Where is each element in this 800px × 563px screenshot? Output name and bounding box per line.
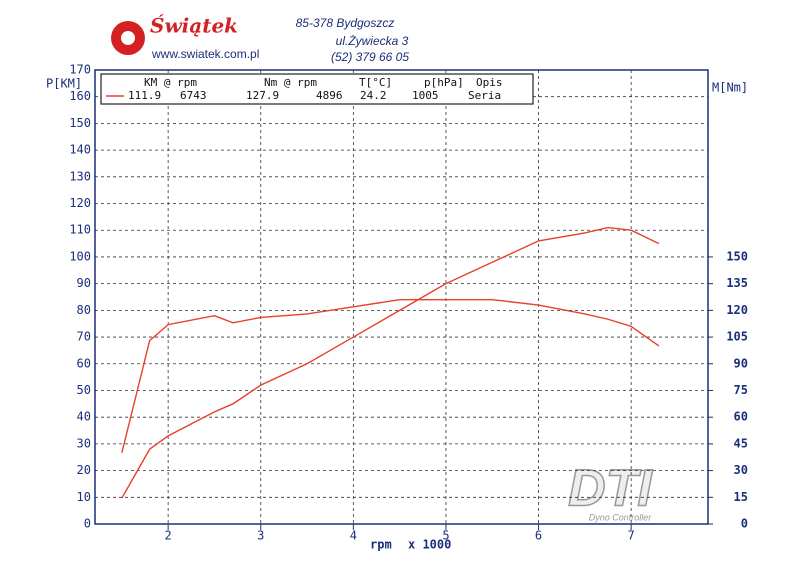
y2-tick-label: 135 [726, 276, 748, 290]
plot: 0102030405060708090100110120130140150160… [46, 63, 748, 552]
y-tick-label: 170 [69, 63, 91, 77]
legend-value: 127.9 [246, 89, 279, 102]
y-tick-label: 140 [69, 143, 91, 157]
x-tick-label: 5 [442, 529, 449, 543]
y2-tick-label: 15 [734, 490, 748, 504]
phone: (52) 379 66 05 [331, 50, 409, 64]
legend-value: 6743 [180, 89, 207, 102]
legend-header: p[hPa] [424, 76, 464, 89]
legend-header: Nm @ rpm [264, 76, 317, 89]
legend: KM @ rpm Nm @ rpm T[°C] p[hPa] Opis 111.9 6743… [106, 76, 503, 102]
y-tick-label: 150 [69, 116, 91, 130]
y-tick-label: 70 [77, 330, 91, 344]
logo-icon-inner [121, 31, 135, 45]
y2-tick-label: 90 [734, 356, 748, 370]
y2-tick-label: 105 [726, 330, 748, 344]
legend-header: Opis [476, 76, 503, 89]
y-tick-label: 0 [84, 517, 91, 531]
x-tick-label: 4 [350, 529, 357, 543]
y-tick-label: 10 [77, 490, 91, 504]
y2-tick-label: 30 [734, 463, 748, 477]
series-line [121, 298, 660, 453]
watermark-caption: Dyno Controller [589, 512, 653, 522]
legend-header: T[°C] [359, 76, 392, 89]
y-tick-label: 60 [77, 356, 91, 370]
series-line [121, 226, 660, 499]
y2-tick-label: 0 [741, 517, 748, 531]
legend-value: 111.9 [128, 89, 161, 102]
y2-axis-label: M[Nm] [712, 81, 748, 95]
y-tick-label: 20 [77, 463, 91, 477]
y-tick-label: 50 [77, 383, 91, 397]
address: ul.Żywiecka 3 [336, 34, 409, 48]
y-tick-label: 80 [77, 303, 91, 317]
y-tick-label: 100 [69, 249, 91, 263]
legend-value: Seria [468, 89, 501, 102]
y-tick-label: 110 [69, 223, 91, 237]
x-axis-unit: x 1000 [408, 538, 451, 552]
x-tick-label: 6 [535, 529, 542, 543]
legend-box [100, 73, 534, 105]
plot-frame [94, 69, 709, 525]
y-axis-label: P[KM] [46, 77, 82, 91]
address: 85-378 Bydgoszcz [296, 16, 395, 30]
x-tick-label: 2 [165, 529, 172, 543]
y2-tick-label: 60 [734, 410, 748, 424]
y2-tick-label: 150 [726, 249, 748, 263]
legend-value: 1005 [412, 89, 439, 102]
y-tick-label: 160 [69, 89, 91, 103]
legend-value: 4896 [316, 89, 343, 102]
y-tick-label: 130 [69, 169, 91, 183]
watermark-logo: DTI [568, 460, 653, 518]
x-tick-label: 7 [628, 529, 635, 543]
y-tick-label: 40 [77, 410, 91, 424]
y2-tick-label: 120 [726, 303, 748, 317]
legend-header: KM @ rpm [144, 76, 197, 89]
website: www.swiatek.com.pl [151, 47, 259, 61]
y-tick-label: 90 [77, 276, 91, 290]
y2-tick-label: 75 [734, 383, 748, 397]
y2-tick-label: 45 [734, 436, 748, 450]
y-tick-label: 30 [77, 436, 91, 450]
x-axis-label: rpm [370, 538, 392, 552]
brand: Świątek [150, 13, 238, 38]
legend-value: 24.2 [360, 89, 387, 102]
x-tick-label: 3 [257, 529, 264, 543]
y-tick-label: 120 [69, 196, 91, 210]
